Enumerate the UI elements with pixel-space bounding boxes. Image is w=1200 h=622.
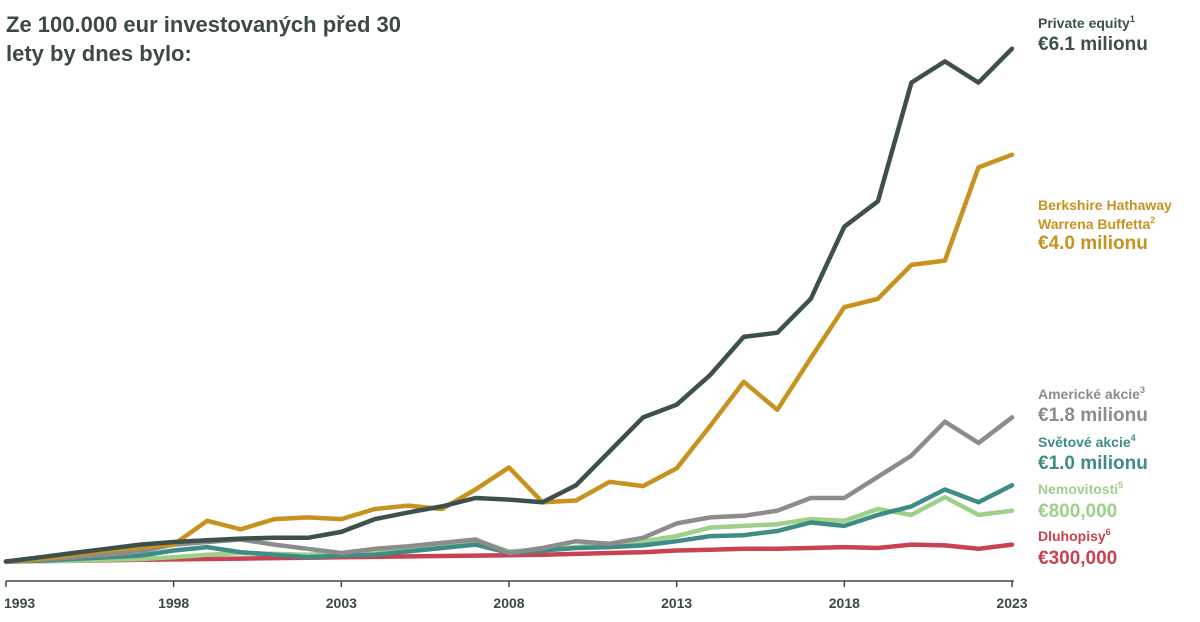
series-value-label: €6.1 milionu <box>1038 34 1148 55</box>
series-name-label: Americké akcie3 <box>1038 385 1145 402</box>
series-value-label: €1.0 milionu <box>1038 453 1148 474</box>
series-value-label: €4.0 milionu <box>1038 233 1148 254</box>
series-value-label: €1.8 milionu <box>1038 405 1148 426</box>
series-name-label: Berkshire Hathaway <box>1038 197 1172 213</box>
series-value-label: €800,000 <box>1038 501 1117 522</box>
x-tick-label: 2008 <box>493 595 524 611</box>
series-name-label: Warrena Buffetta2 <box>1038 215 1155 232</box>
x-tick-label: 2023 <box>996 595 1027 611</box>
series-line-2 <box>3 152 1015 564</box>
footnote-marker: 2 <box>1150 215 1155 225</box>
series-value-label: €300,000 <box>1038 548 1117 569</box>
footnote-marker: 4 <box>1131 433 1136 443</box>
series-name-label: Dluhopisy6 <box>1038 527 1111 544</box>
series-name-label: Světové akcie4 <box>1038 433 1136 450</box>
series-name-label: Nemovitosti5 <box>1038 480 1123 497</box>
footnote-marker: 1 <box>1130 14 1135 24</box>
x-axis-ticks: 1993 1998 2003 2008 2013 2018 2023 <box>4 581 1028 611</box>
footnote-marker: 6 <box>1106 527 1111 537</box>
x-tick-label: 1993 <box>4 595 35 611</box>
series-name-label: Private equity1 <box>1038 14 1135 31</box>
series-line-3 <box>3 415 1015 564</box>
footnote-marker: 3 <box>1140 385 1145 395</box>
series-labels: Private equity1 €6.1 milionu Berkshire Hat… <box>1038 14 1172 569</box>
x-tick-label: 2003 <box>326 595 357 611</box>
x-tick-label: 1998 <box>158 595 189 611</box>
chart-title: Ze 100.000 eur investovaných před 30 let… <box>6 12 401 66</box>
x-tick-label: 2018 <box>829 595 860 611</box>
series-lines <box>3 46 1015 564</box>
series-line-1 <box>3 46 1015 564</box>
footnote-marker: 5 <box>1118 480 1123 490</box>
x-tick-label: 2013 <box>661 595 692 611</box>
